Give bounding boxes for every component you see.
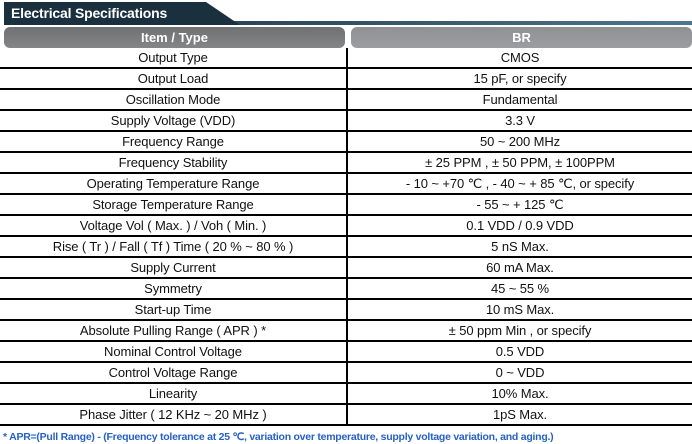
column-header-item-type: Item / Type [4,27,345,48]
item-cell: Rise ( Tr ) / Fall ( Tf ) Time ( 20 % ~ … [0,237,348,256]
table-row: Storage Temperature Range - 55 ~ + 125 ℃ [0,195,692,216]
value-cell: 45 ~ 55 % [490,281,549,296]
value-cell: - 55 ~ + 125 ℃ [476,197,564,212]
item-cell: Oscillation Mode [0,90,348,109]
item-cell: Linearity [0,384,348,403]
item-cell: Output Load [0,69,348,88]
value-cell: 3.3 V [505,113,535,128]
item-cell: Supply Current [0,258,348,277]
value-cell: 5 nS Max. [491,239,549,254]
section-title: Electrical Specifications [11,5,168,21]
item-cell: Voltage Vol ( Max. ) / Voh ( Min. ) [0,216,348,235]
table-row: Oscillation Mode Fundamental [0,90,692,111]
table-row: Supply Current 60 mA Max. [0,258,692,279]
item-cell: Start-up Time [0,300,348,319]
section-title-banner: Electrical Specifications [4,2,240,25]
value-cell: Fundamental [482,92,558,107]
table-row: Frequency Stability ± 25 PPM , ± 50 PPM,… [0,153,692,174]
table-row: Absolute Pulling Range ( APR ) * ± 50 pp… [0,321,692,342]
value-cell: 10% Max. [491,386,549,401]
value-cell: 0 ~ VDD [495,365,545,380]
value-cell: 1pS Max. [492,407,548,422]
item-cell: Nominal Control Voltage [0,342,348,361]
item-cell: Operating Temperature Range [0,174,348,193]
table-row: Symmetry 45 ~ 55 % [0,279,692,300]
table-row: Linearity 10% Max. [0,384,692,405]
banner-underline-rule [180,21,692,25]
value-cell: ± 50 ppm Min , or specify [448,323,592,338]
spec-table-body: Output Type CMOS Output Load 15 pF, or s… [0,48,692,426]
table-header-row: Item / Type BR [0,27,692,48]
value-cell: 0.1 VDD / 0.9 VDD [466,218,574,233]
table-row: Operating Temperature Range - 10 ~ +70 ℃… [0,174,692,195]
table-row: Output Load 15 pF, or specify [0,69,692,90]
section-header: Electrical Specifications [0,0,692,27]
value-cell: CMOS [500,50,540,65]
value-cell: 10 mS Max. [485,302,555,317]
table-row: Output Type CMOS [0,48,692,69]
value-cell: 50 ~ 200 MHz [479,134,561,149]
table-row: Start-up Time 10 mS Max. [0,300,692,321]
value-cell: 0.5 VDD [495,344,545,359]
value-cell: ± 25 PPM , ± 50 PPM, ± 100PPM [425,155,615,170]
item-cell: Phase Jitter ( 12 KHz ~ 20 MHz ) [0,405,348,424]
item-cell: Output Type [0,48,348,67]
item-cell: Frequency Range [0,132,348,151]
table-row: Phase Jitter ( 12 KHz ~ 20 MHz ) 1pS Max… [0,405,692,426]
value-cell: 60 mA Max. [486,260,554,275]
item-cell: Supply Voltage (VDD) [0,111,348,130]
value-cell: - 10 ~ +70 ℃ , - 40 ~ + 85 ℃, or specify [405,176,635,191]
table-row: Control Voltage Range 0 ~ VDD [0,363,692,384]
apr-footnote: * APR=(Pull Range) - (Frequency toleranc… [3,431,554,443]
table-row: Supply Voltage (VDD) 3.3 V [0,111,692,132]
table-row: Voltage Vol ( Max. ) / Voh ( Min. ) 0.1 … [0,216,692,237]
table-row: Frequency Range 50 ~ 200 MHz [0,132,692,153]
value-cell: 15 pF, or specify [473,71,567,86]
item-cell: Control Voltage Range [0,363,348,382]
item-cell: Absolute Pulling Range ( APR ) * [0,321,348,340]
item-cell: Storage Temperature Range [0,195,348,214]
table-row: Nominal Control Voltage 0.5 VDD [0,342,692,363]
column-header-br: BR [351,27,692,48]
item-cell: Frequency Stability [0,153,348,172]
item-cell: Symmetry [0,279,348,298]
table-row: Rise ( Tr ) / Fall ( Tf ) Time ( 20 % ~ … [0,237,692,258]
